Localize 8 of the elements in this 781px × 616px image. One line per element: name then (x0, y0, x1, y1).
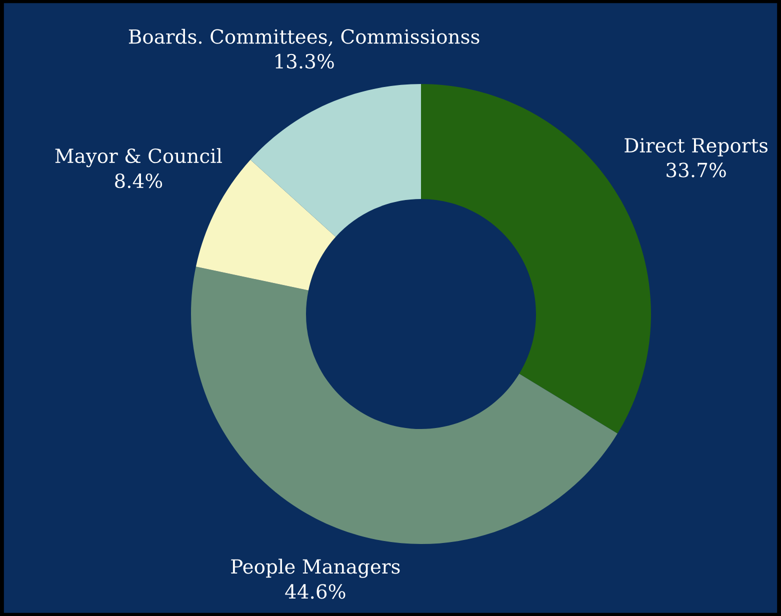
slice-label: People Managers (231, 558, 400, 578)
slice-label: Mayor & Council (55, 148, 222, 168)
data-label: 33.7% (666, 162, 726, 178)
data-label: 44.6% (285, 584, 346, 599)
slice-label: Direct Reports (624, 138, 768, 156)
data-label: 13.3% (276, 54, 334, 69)
slice-label: Boards. Committees, Commissionss (128, 28, 480, 46)
data-label: 8.4% (115, 173, 162, 188)
